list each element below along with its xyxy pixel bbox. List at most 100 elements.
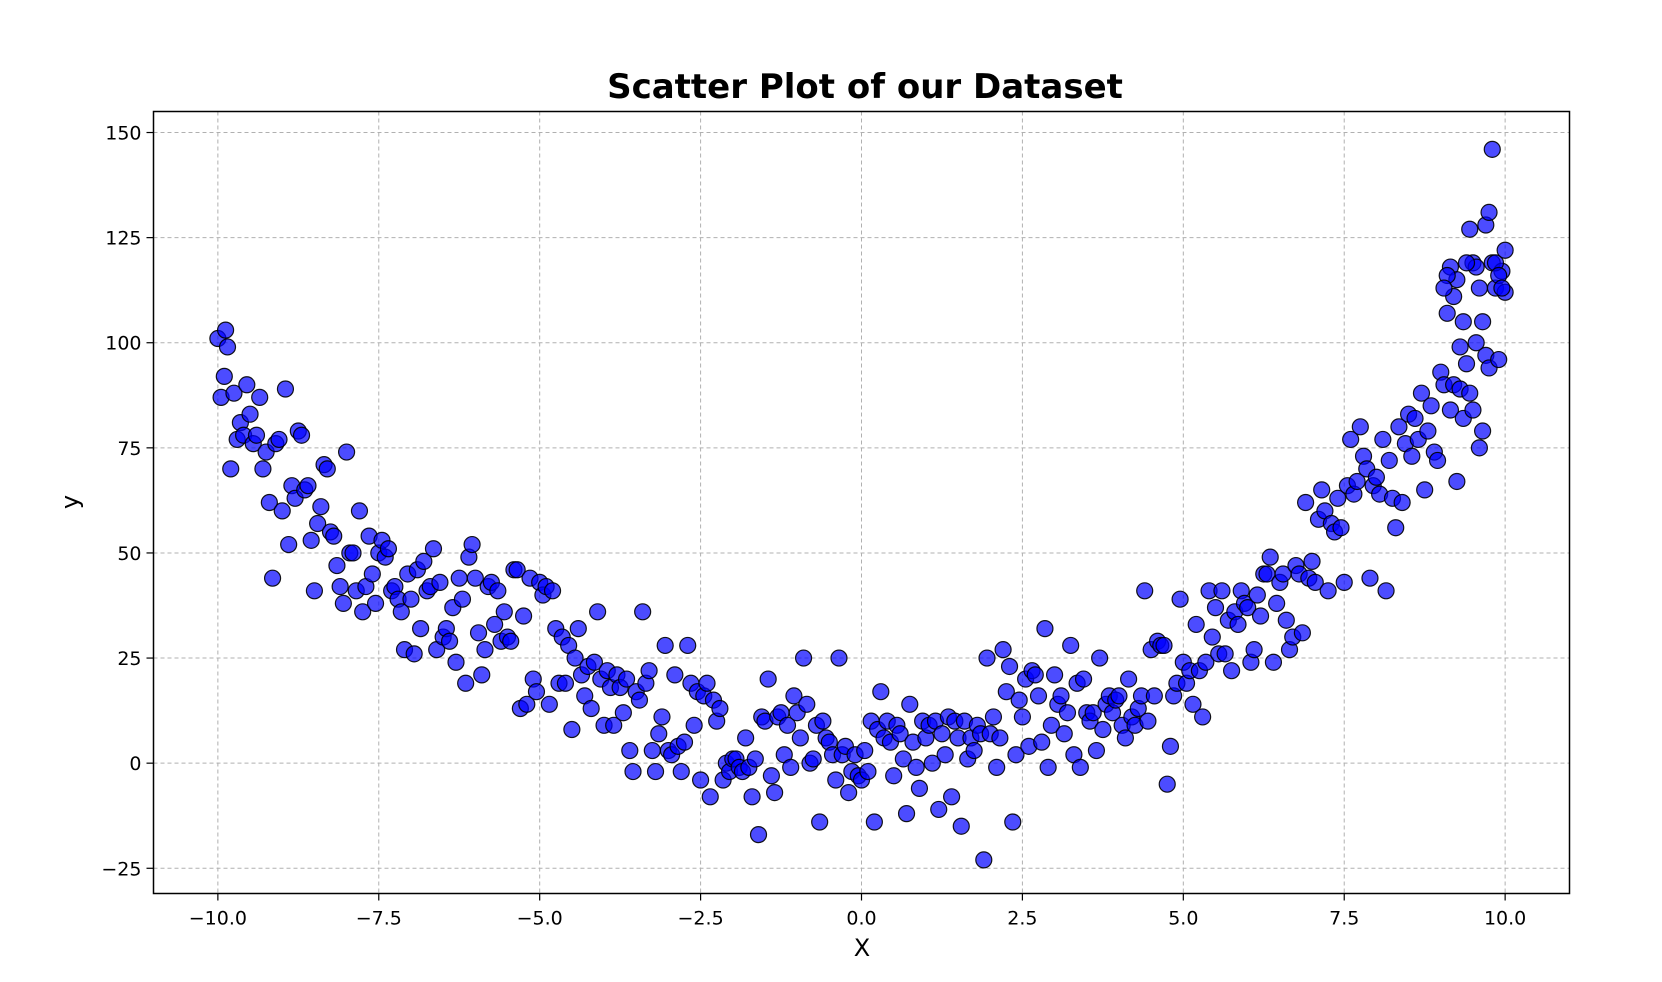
data-point [292,426,311,444]
data-point [466,569,484,587]
data-points [209,140,1514,869]
data-point [814,712,832,730]
data-point [672,762,690,781]
data-point [1303,552,1321,570]
data-point [1293,624,1311,642]
data-point [1120,670,1138,688]
data-point [907,758,925,776]
data-point [1422,397,1440,415]
data-point [1052,687,1070,705]
data-point [785,687,803,705]
data-point [1058,704,1077,722]
data-point [872,683,890,701]
data-point [1136,582,1154,600]
data-point [1306,573,1324,591]
data-point [897,805,916,823]
data-point [1480,203,1498,222]
data-point [1351,418,1369,436]
data-point [650,725,668,743]
data-point [910,779,929,797]
data-point [798,695,816,713]
data-point [965,741,983,760]
x-tick-label: −10.0 [189,908,247,930]
data-point [1457,254,1476,272]
data-point [859,762,877,781]
data-point [476,641,494,659]
data-point [1467,334,1485,352]
data-point [1390,418,1408,436]
data-point [263,569,282,587]
data-point [270,430,288,449]
data-point [582,699,600,718]
data-point [431,573,449,591]
data-point [1213,582,1231,600]
data-point [1084,704,1102,722]
x-tick-label: −7.5 [356,908,402,930]
y-tick-label: 50 [117,543,141,565]
data-point [791,729,809,747]
data-point [1264,653,1283,671]
data-point [984,708,1003,726]
data-point [1171,590,1189,608]
data-point [318,460,336,478]
data-point [1483,140,1501,158]
x-tick-label: 2.5 [1007,908,1037,930]
data-point [1245,641,1263,659]
data-point [827,771,845,789]
data-point [1094,720,1112,739]
data-point [415,552,433,570]
data-point [366,594,385,613]
chart-title: Scatter Plot of our Dataset [607,67,1123,107]
data-point [1496,241,1514,259]
data-point [885,767,903,785]
data-point [997,683,1015,701]
data-point [1277,611,1295,629]
data-point [247,426,266,444]
data-point [305,582,324,600]
data-point [749,826,768,844]
data-point [1461,220,1479,238]
data-point [392,603,410,621]
x-tick-label: −5.0 [517,908,563,930]
data-point [218,338,237,356]
data-point [865,813,883,831]
data-point [473,666,491,684]
data-point [280,535,298,554]
data-point [643,741,661,760]
data-point [891,725,909,743]
x-axis-label: X [854,934,870,962]
data-point [1251,607,1270,625]
data-point [260,493,278,512]
data-point [1454,313,1472,331]
data-point [1448,472,1466,491]
data-point [1403,447,1421,465]
data-point [1010,691,1028,709]
data-point [486,615,504,634]
data-point [794,649,813,667]
data-point [1313,481,1331,499]
data-point [569,620,587,638]
data-point [299,477,317,495]
data-point [811,813,829,831]
data-point [1033,733,1051,751]
data-point [1419,422,1437,440]
data-point [1493,279,1511,297]
data-point [225,384,243,402]
data-point [453,590,472,608]
data-point [222,460,240,478]
y-tick-label: −25 [101,858,141,880]
data-point [302,531,320,549]
data-point [711,699,729,718]
data-point [1470,439,1488,457]
y-tick-label: 125 [105,228,141,250]
data-point [457,674,475,692]
data-point [1203,628,1221,646]
data-point [840,783,858,802]
data-point [1091,649,1109,667]
data-point [241,405,259,423]
data-point [640,662,658,680]
data-point [1197,653,1215,671]
data-point [1348,472,1366,491]
data-point [1441,401,1460,419]
